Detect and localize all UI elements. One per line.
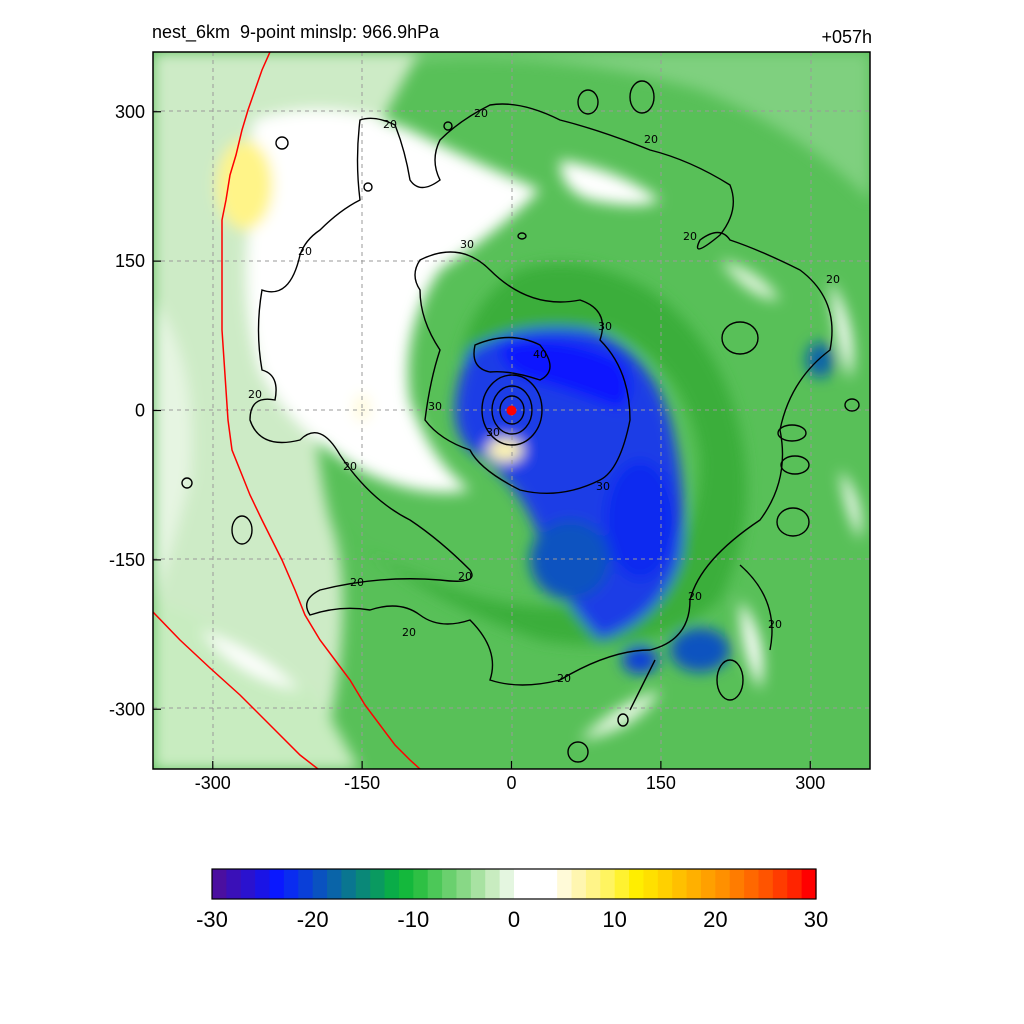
contour-eye-3 — [499, 395, 525, 425]
colorbar-swatch — [370, 869, 386, 899]
colorbar-ticks: -30 -20 -10 0 10 20 30 — [196, 907, 828, 932]
storm-center-marker — [506, 405, 517, 416]
colorbar-swatch — [700, 869, 716, 899]
colorbar-tick-label: 0 — [508, 907, 520, 932]
colorbar-swatch — [413, 869, 429, 899]
contour-label: 20 — [768, 618, 782, 631]
chart-title: nest_6km 9-point minslp: 966.9hPa — [152, 22, 440, 42]
colorbar-swatch — [772, 869, 788, 899]
contour-30 — [414, 251, 631, 494]
contour-label: 30 — [596, 480, 610, 493]
colorbar-swatch — [801, 869, 817, 899]
colorbar-swatch — [715, 869, 731, 899]
colorbar-tick-label: 20 — [703, 907, 727, 932]
contour-label: 20 — [688, 590, 702, 603]
y-tick-label: 300 — [115, 102, 145, 122]
colorbar-swatch — [744, 869, 760, 899]
colorbar-swatch — [442, 869, 458, 899]
colorbar-swatch — [456, 869, 472, 899]
colorbar-swatch — [643, 869, 659, 899]
colorbar-swatch — [499, 869, 515, 899]
contour-label: 20 — [458, 570, 472, 583]
colorbar-swatch — [585, 869, 601, 899]
colorbar-swatch — [212, 869, 227, 899]
colorbar-swatch — [787, 869, 803, 899]
y-tick-label: -150 — [109, 550, 145, 570]
colorbar-swatch — [614, 869, 630, 899]
colorbar-swatch — [427, 869, 443, 899]
x-tick-label: 0 — [506, 773, 516, 793]
colorbar-swatch — [514, 869, 529, 899]
colorbar-swatch — [657, 869, 673, 899]
colorbar-swatch — [298, 869, 314, 899]
colorbar-swatch — [255, 869, 271, 899]
colorbar-tick-label: -30 — [196, 907, 228, 932]
contour-label: 30 — [460, 238, 474, 251]
contour-label: 20 — [248, 388, 262, 401]
colorbar-swatch — [283, 869, 299, 899]
colorbar-tick-label: 10 — [602, 907, 626, 932]
colorbar-swatch — [571, 869, 587, 899]
colorbar — [212, 869, 817, 899]
y-tick-label: -300 — [109, 699, 145, 719]
colorbar-swatch — [629, 869, 645, 899]
contour-label: 20 — [474, 107, 488, 120]
colorbar-swatch — [240, 869, 256, 899]
colorbar-tick-label: 30 — [804, 907, 828, 932]
colorbar-swatch — [226, 869, 242, 899]
contour-eye-2 — [491, 385, 533, 435]
field-layer: 20 20 20 20 20 20 20 20 20 20 20 20 20 2… — [153, 52, 870, 769]
colorbar-swatch — [470, 869, 486, 899]
colorbar-swatch — [327, 869, 343, 899]
colorbar-swatch — [485, 869, 501, 899]
colorbar-swatch — [542, 869, 558, 899]
forecast-hour-label: +057h — [821, 27, 872, 47]
colorbar-swatch — [398, 869, 414, 899]
contour-label: 20 — [343, 460, 357, 473]
contour-label: 20 — [644, 133, 658, 146]
y-tick-label: 0 — [135, 401, 145, 421]
colorbar-swatch — [600, 869, 616, 899]
contour-label: 20 — [298, 245, 312, 258]
x-tick-label: 300 — [795, 773, 825, 793]
contour-label: 20 — [350, 576, 364, 589]
colorbar-swatch — [686, 869, 702, 899]
x-tick-label: 150 — [646, 773, 676, 793]
colorbar-swatch — [528, 869, 544, 899]
colorbar-swatch — [312, 869, 328, 899]
x-tick-label: -150 — [344, 773, 380, 793]
contour-eye-1 — [481, 374, 543, 446]
contour-lines — [181, 80, 860, 763]
contour-label: 30 — [598, 320, 612, 333]
x-tick-label: -300 — [195, 773, 231, 793]
contour-label: 30 — [428, 400, 442, 413]
colorbar-swatch — [729, 869, 745, 899]
colorbar-swatch — [355, 869, 371, 899]
colorbar-tick-label: -20 — [297, 907, 329, 932]
contour-label: 20 — [683, 230, 697, 243]
contour-labels: 20 20 20 20 20 20 20 20 20 20 20 20 20 2… — [248, 107, 840, 685]
colorbar-frame — [211, 868, 817, 900]
x-axis: -300 -150 0 150 300 — [195, 761, 825, 793]
y-tick-label: 150 — [115, 251, 145, 271]
contour-label: 30 — [486, 426, 500, 439]
coastline — [153, 52, 421, 769]
colorbar-swatch — [269, 869, 285, 899]
colorbar-swatch — [672, 869, 688, 899]
colorbar-swatch — [341, 869, 357, 899]
contour-label: 40 — [533, 348, 547, 361]
colorbar-swatch — [557, 869, 573, 899]
contour-label: 20 — [402, 626, 416, 639]
contour-label: 20 — [826, 273, 840, 286]
colorbar-tick-label: -10 — [397, 907, 429, 932]
y-axis: -300 -150 0 150 300 — [109, 102, 161, 719]
contour-40 — [473, 336, 551, 381]
colorbar-swatch — [384, 869, 400, 899]
contour-label: 20 — [557, 672, 571, 685]
contour-label: 20 — [383, 118, 397, 131]
shaded-anomaly-field — [153, 52, 870, 769]
colorbar-swatch — [758, 869, 774, 899]
contour-20-outer — [249, 103, 833, 686]
